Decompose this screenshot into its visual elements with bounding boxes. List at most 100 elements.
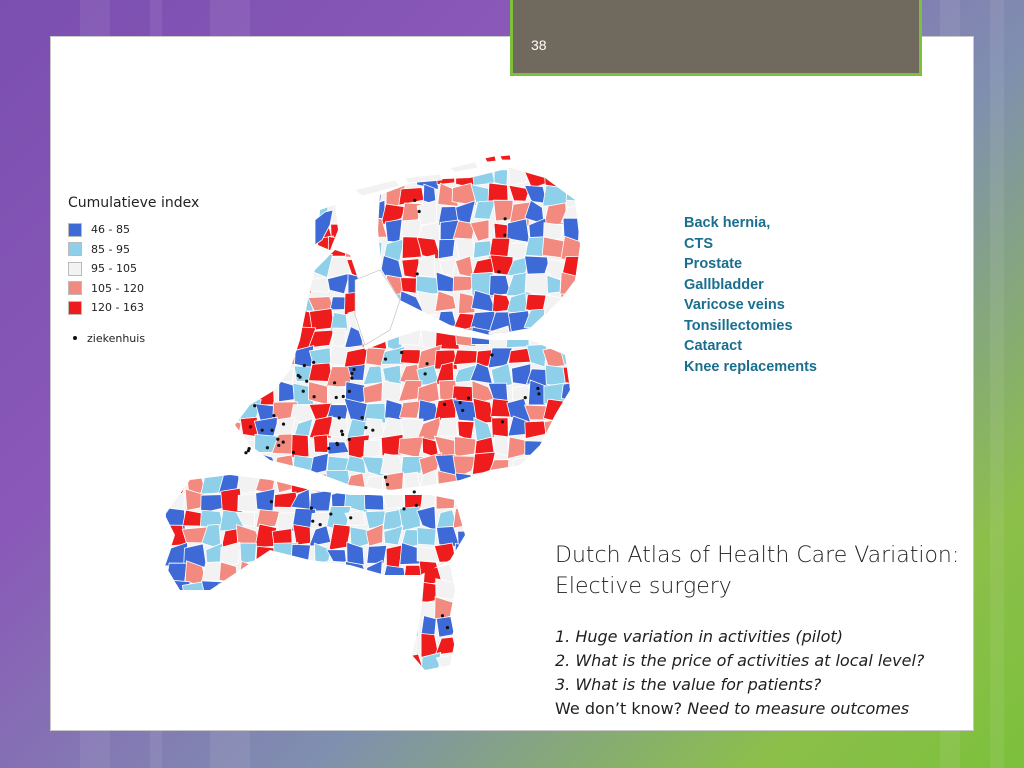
municipality-region — [170, 494, 185, 512]
municipality-region — [362, 578, 389, 602]
municipality-region — [507, 510, 529, 526]
municipality-region — [181, 596, 205, 622]
key-points: 1. Huge variation in activities (pilot) … — [555, 625, 924, 721]
municipality-region — [168, 382, 189, 405]
procedure-item: Varicose veins — [684, 297, 785, 313]
municipality-region — [201, 362, 220, 387]
municipality-region — [293, 186, 317, 204]
municipality-region — [583, 506, 590, 530]
municipality-region — [453, 674, 477, 680]
municipality-region — [256, 599, 279, 622]
municipality-region — [459, 634, 474, 657]
municipality-region — [241, 631, 259, 656]
municipality-region — [577, 256, 580, 275]
municipality-region — [347, 577, 363, 599]
municipality-region — [165, 327, 189, 350]
municipality-region — [289, 220, 317, 239]
municipality-region — [471, 671, 492, 680]
hospital-dot — [276, 437, 280, 441]
hospital-dot — [417, 209, 421, 214]
municipality-region — [561, 330, 580, 352]
municipality-region — [452, 618, 476, 639]
hospital-dot — [497, 270, 501, 274]
municipality-region — [219, 381, 243, 406]
municipality-region — [470, 650, 496, 670]
municipality-region — [276, 512, 298, 533]
municipality-region — [528, 526, 550, 545]
municipality-region — [308, 614, 334, 640]
municipality-region — [165, 636, 191, 658]
municipality-region — [222, 219, 243, 243]
municipality-region — [183, 253, 206, 276]
municipality-region — [471, 451, 496, 478]
municipality-region — [416, 527, 437, 546]
municipality-region — [511, 469, 531, 493]
municipality-region — [326, 272, 351, 295]
municipality-region — [186, 435, 204, 458]
municipality-region — [512, 491, 533, 513]
municipality-region — [236, 186, 258, 204]
municipality-region — [186, 453, 202, 479]
municipality-region — [469, 564, 491, 582]
hospital-dot — [311, 519, 315, 523]
municipality-region — [217, 254, 245, 278]
legend-item-1: 46 - 85 — [68, 220, 199, 240]
municipality-region — [170, 398, 188, 419]
municipality-region — [181, 308, 208, 333]
municipality-region — [182, 649, 207, 670]
municipality-region — [328, 632, 350, 651]
municipality-region — [291, 434, 310, 459]
municipality-region — [471, 168, 496, 186]
municipality-region — [182, 344, 205, 368]
municipality-region — [184, 635, 206, 655]
municipality-region — [543, 452, 568, 475]
municipality-region — [235, 271, 262, 295]
hospital-dot — [337, 416, 341, 420]
municipality-region — [559, 512, 580, 528]
hospital-dot — [364, 426, 368, 430]
municipality-region — [543, 308, 569, 334]
municipality-region — [434, 669, 460, 670]
legend-swatch-3 — [68, 261, 82, 276]
municipality-region — [275, 257, 297, 279]
municipality-region — [384, 653, 407, 670]
municipality-region — [292, 634, 316, 657]
municipality-region — [542, 472, 566, 493]
municipality-region — [473, 416, 494, 441]
municipality-region — [165, 363, 173, 387]
municipality-region — [543, 417, 567, 440]
municipality-region — [329, 311, 349, 332]
municipality-region — [258, 651, 275, 670]
municipality-region — [292, 561, 312, 585]
municipality-region — [582, 327, 590, 352]
municipality-region — [416, 381, 440, 406]
legend-label-5: 120 - 163 — [91, 301, 144, 315]
hospital-dot — [503, 233, 507, 237]
municipality-region — [182, 168, 209, 173]
ijsselmeer-lake — [354, 269, 401, 346]
municipality-region — [274, 616, 291, 640]
municipality-region — [403, 581, 421, 601]
municipality-region — [238, 365, 261, 389]
municipality-region — [291, 168, 312, 185]
hospital-dot — [383, 475, 388, 479]
municipality-region — [291, 655, 316, 670]
municipality-region — [165, 525, 168, 545]
municipality-region — [505, 525, 530, 550]
municipality-region — [165, 434, 172, 460]
hospital-dot — [503, 217, 507, 221]
municipality-region — [168, 272, 187, 296]
municipality-region — [345, 668, 368, 670]
hospital-dot — [270, 428, 274, 432]
municipality-region — [277, 186, 298, 208]
procedure-item: Gallbladder — [684, 276, 764, 293]
municipality-region — [257, 346, 280, 369]
municipality-region — [344, 613, 369, 637]
municipality-region — [311, 671, 331, 680]
municipality-region — [182, 325, 206, 352]
municipality-region — [524, 475, 550, 491]
municipality-region — [452, 455, 477, 479]
municipality-region — [165, 314, 188, 331]
municipality-region — [254, 258, 280, 279]
municipality-region — [222, 329, 242, 352]
